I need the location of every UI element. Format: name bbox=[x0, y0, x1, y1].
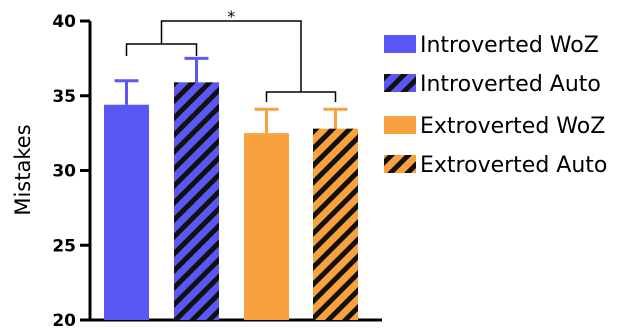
legend-swatch-1 bbox=[384, 35, 416, 53]
legend-swatch-2 bbox=[384, 74, 416, 92]
y-tick-label: 20 bbox=[52, 311, 76, 330]
y-tick-label: 25 bbox=[52, 236, 76, 256]
significance-label: * bbox=[227, 7, 235, 26]
legend: Introverted WoZ Introverted Auto Extrovert… bbox=[384, 33, 607, 178]
bar-2 bbox=[174, 82, 219, 320]
y-axis-title: Mistakes bbox=[11, 124, 35, 215]
y-tick-label: 30 bbox=[52, 162, 76, 182]
bracket-introverted bbox=[125, 43, 198, 56]
legend-label-4: Extroverted Auto bbox=[420, 153, 607, 178]
significance-brackets: * bbox=[125, 7, 337, 102]
y-tick-label: 40 bbox=[52, 12, 76, 32]
bar-3 bbox=[244, 133, 289, 320]
legend-swatch-3 bbox=[384, 116, 416, 134]
bracket-comparison bbox=[160, 20, 302, 92]
legend-label-1: Introverted WoZ bbox=[420, 33, 599, 58]
legend-swatch-4 bbox=[384, 155, 416, 173]
bar-4 bbox=[313, 128, 358, 320]
bars bbox=[104, 56, 358, 320]
bar-1 bbox=[104, 104, 149, 320]
legend-label-3: Extroverted WoZ bbox=[420, 114, 605, 139]
y-tick-label: 35 bbox=[52, 87, 76, 107]
bracket-extroverted bbox=[265, 91, 337, 102]
axes: 20 25 30 35 40 bbox=[52, 12, 382, 330]
legend-label-2: Introverted Auto bbox=[420, 72, 601, 97]
